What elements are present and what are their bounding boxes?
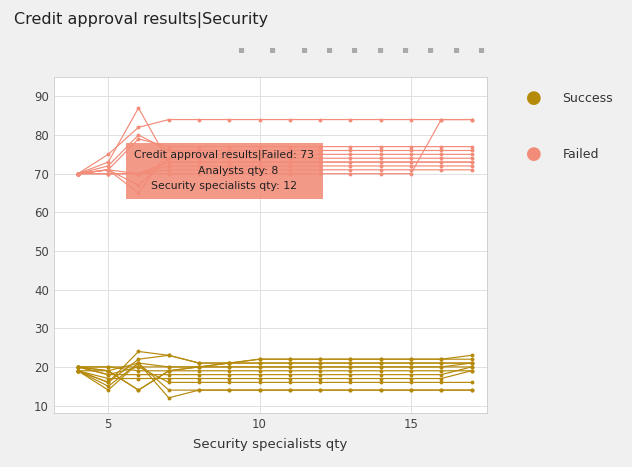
Text: ▪: ▪: [300, 44, 307, 54]
Text: ●: ●: [526, 145, 542, 163]
Text: ▪: ▪: [451, 44, 459, 54]
Text: ▪: ▪: [325, 44, 332, 54]
FancyBboxPatch shape: [126, 143, 323, 199]
Text: Failed: Failed: [562, 148, 599, 161]
Text: Credit approval results|Security: Credit approval results|Security: [14, 12, 268, 28]
Text: ▪: ▪: [401, 44, 408, 54]
Text: ●: ●: [526, 89, 542, 107]
Text: Success: Success: [562, 92, 613, 105]
Text: ▪: ▪: [477, 44, 484, 54]
Text: ▪: ▪: [350, 44, 358, 54]
Text: ▪: ▪: [268, 44, 276, 54]
X-axis label: Security specialists qty: Security specialists qty: [193, 438, 348, 451]
Text: Credit approval results|Failed: 73
        Analysts qty: 8
Security specialists : Credit approval results|Failed: 73 Analy…: [134, 150, 314, 191]
Text: ▪: ▪: [236, 44, 244, 54]
Text: ▪: ▪: [426, 44, 434, 54]
Text: ▪: ▪: [375, 44, 383, 54]
